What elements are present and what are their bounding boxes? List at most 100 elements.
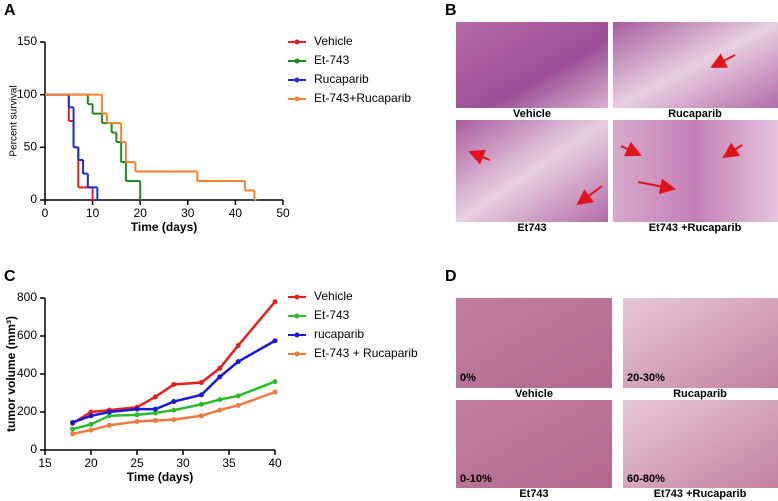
point <box>217 407 223 413</box>
point <box>134 406 140 412</box>
point <box>198 413 204 419</box>
line <box>72 390 276 436</box>
arrow <box>710 53 736 68</box>
point <box>88 427 94 433</box>
point <box>235 393 241 399</box>
legend-label: Vehicle <box>314 34 353 48</box>
point <box>272 379 278 385</box>
point <box>198 392 204 398</box>
point <box>171 399 177 405</box>
histology-image <box>623 298 778 388</box>
x-tick-label: 15 <box>38 456 52 470</box>
caption: Vehicle <box>513 108 551 120</box>
x-tick-label: 10 <box>86 206 100 220</box>
histology-image <box>613 120 778 222</box>
y-tick-label: 0 <box>30 192 37 206</box>
point <box>171 381 177 387</box>
arrow <box>722 142 743 159</box>
legend-label: Et-743 <box>314 308 350 322</box>
y-axis-title: Percent survival <box>9 85 20 156</box>
point <box>235 343 241 348</box>
point <box>88 421 94 427</box>
point <box>217 365 223 371</box>
legend-label: Et-743 + Rucaparib <box>314 346 418 360</box>
line <box>71 300 276 425</box>
point <box>106 413 112 419</box>
histology-image <box>456 400 612 488</box>
point <box>70 426 76 432</box>
caption: Vehicle <box>515 388 553 400</box>
point <box>152 418 158 424</box>
legend-label: Et-743+Rucaparib <box>314 91 411 105</box>
point <box>235 402 241 408</box>
percent-label: 0% <box>460 372 476 384</box>
caption: Et743 +Rucaparib <box>649 222 742 234</box>
legend-marker <box>294 77 300 83</box>
point <box>70 419 76 425</box>
x-axis-title: Time (days) <box>127 470 193 484</box>
point <box>272 338 278 344</box>
y-tick-label: 600 <box>17 328 37 342</box>
percent-label: 60-80% <box>627 473 665 485</box>
x-tick-label: 50 <box>276 206 290 220</box>
point <box>171 417 177 423</box>
caption: Et743 <box>519 488 548 500</box>
point <box>70 431 76 437</box>
caption: Et743 <box>517 222 546 234</box>
x-tick-label: 20 <box>134 206 148 220</box>
point <box>152 406 158 412</box>
caption: Rucaparib <box>673 388 727 400</box>
panel-letter: A <box>4 2 16 19</box>
x-tick-label: 20 <box>84 456 98 470</box>
legend-marker <box>294 58 300 64</box>
x-axis-title: Time (days) <box>131 220 197 234</box>
point <box>134 419 140 424</box>
legend-marker <box>294 313 300 319</box>
y-tick-label: 800 <box>17 290 37 304</box>
histology-image <box>456 298 612 388</box>
y-tick-label: 0 <box>30 442 37 456</box>
x-tick-label: 35 <box>222 456 236 470</box>
y-tick-label: 400 <box>17 366 37 380</box>
legend-marker <box>294 294 300 300</box>
arrow <box>468 149 491 165</box>
legend-label: Vehicle <box>314 289 353 303</box>
x-tick-label: 0 <box>42 206 49 220</box>
y-tick-label: 200 <box>17 404 37 418</box>
x-tick-label: 30 <box>176 456 190 470</box>
legend-label: Rucaparib <box>314 72 369 86</box>
arrow <box>576 185 603 206</box>
point <box>217 374 223 380</box>
percent-label: 0-10% <box>460 473 492 485</box>
caption: Et743 +Rucaparib <box>654 488 747 500</box>
y-tick-label: 50 <box>24 140 38 154</box>
point <box>217 397 223 403</box>
panel-letter: C <box>4 268 16 285</box>
arrow <box>637 178 676 195</box>
point <box>235 359 241 365</box>
point <box>198 401 204 407</box>
point <box>88 409 94 415</box>
panel-letter: B <box>445 2 457 19</box>
legend-label: rucaparib <box>314 327 364 341</box>
point <box>106 409 112 415</box>
histology-image <box>623 400 778 488</box>
y-tick-label: 150 <box>17 34 37 48</box>
legend-marker <box>294 96 300 102</box>
point <box>134 412 140 418</box>
point <box>272 299 278 305</box>
point <box>152 394 158 400</box>
legend-label: Et-743 <box>314 53 350 67</box>
x-tick-label: 25 <box>130 456 144 470</box>
y-tick-label: 100 <box>17 87 37 101</box>
arrow <box>620 141 642 157</box>
panel-b-images <box>456 22 778 222</box>
histology-image <box>613 22 778 108</box>
point <box>198 380 204 386</box>
legend-marker <box>294 332 300 338</box>
histology-image <box>456 22 608 108</box>
x-tick-label: 30 <box>181 206 195 220</box>
line <box>72 380 276 431</box>
point <box>106 422 112 428</box>
